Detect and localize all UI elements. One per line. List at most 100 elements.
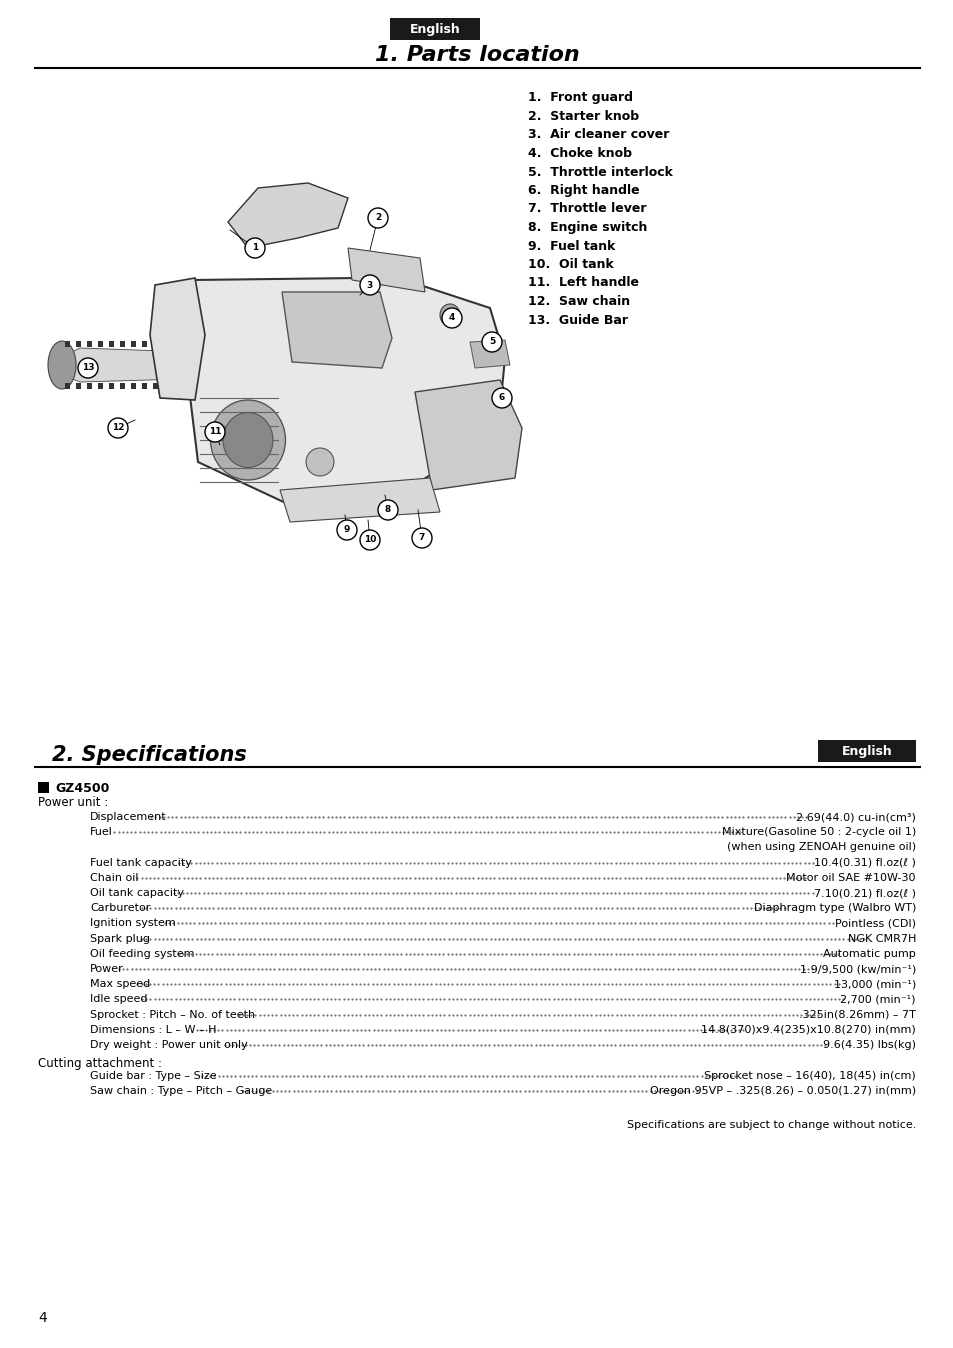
Polygon shape — [152, 383, 158, 390]
Text: 9.  Fuel tank: 9. Fuel tank — [527, 240, 615, 252]
Polygon shape — [142, 341, 147, 346]
Circle shape — [481, 332, 501, 352]
Polygon shape — [307, 341, 312, 346]
Text: 2.  Starter knob: 2. Starter knob — [527, 111, 639, 123]
Text: 10.4(0.31) fl.oz(ℓ ): 10.4(0.31) fl.oz(ℓ ) — [813, 857, 915, 868]
Polygon shape — [98, 383, 103, 390]
Polygon shape — [329, 341, 334, 346]
Circle shape — [377, 500, 397, 520]
FancyBboxPatch shape — [390, 18, 479, 40]
Text: 3: 3 — [367, 280, 373, 290]
Text: Spark plug: Spark plug — [90, 934, 150, 944]
Text: 12: 12 — [112, 423, 124, 433]
Text: Dry weight : Power unit only: Dry weight : Power unit only — [90, 1041, 248, 1050]
Polygon shape — [65, 341, 70, 346]
Circle shape — [205, 422, 225, 442]
Text: 13: 13 — [82, 364, 94, 372]
Text: 4: 4 — [38, 1312, 47, 1325]
Text: 9.6(4.35) lbs(kg): 9.6(4.35) lbs(kg) — [822, 1041, 915, 1050]
Polygon shape — [228, 183, 348, 248]
Polygon shape — [241, 383, 246, 390]
Text: Guide bar : Type – Size: Guide bar : Type – Size — [90, 1072, 216, 1081]
Text: Oil tank capacity: Oil tank capacity — [90, 888, 184, 898]
Circle shape — [336, 520, 356, 541]
Text: 10: 10 — [363, 535, 375, 545]
Text: Dimensions : L – W – H: Dimensions : L – W – H — [90, 1024, 216, 1035]
Polygon shape — [87, 341, 91, 346]
Polygon shape — [120, 341, 125, 346]
Text: NGK CMR7H: NGK CMR7H — [846, 934, 915, 944]
Text: Idle speed: Idle speed — [90, 995, 148, 1004]
Polygon shape — [280, 479, 439, 522]
Text: 8.  Engine switch: 8. Engine switch — [527, 221, 647, 235]
Ellipse shape — [439, 305, 459, 326]
Text: 6.  Right handle: 6. Right handle — [527, 183, 639, 197]
Circle shape — [441, 307, 461, 328]
Text: GZ4500: GZ4500 — [55, 782, 110, 794]
Circle shape — [245, 239, 265, 257]
Text: 11: 11 — [209, 427, 221, 437]
Text: 13,000 (min⁻¹): 13,000 (min⁻¹) — [833, 979, 915, 989]
Polygon shape — [317, 383, 323, 390]
Text: 2: 2 — [375, 213, 381, 222]
Text: 1.  Front guard: 1. Front guard — [527, 92, 633, 105]
Polygon shape — [348, 248, 424, 293]
Circle shape — [412, 528, 432, 549]
Text: 4: 4 — [448, 314, 455, 322]
Text: 10.  Oil tank: 10. Oil tank — [527, 257, 613, 271]
Polygon shape — [230, 383, 234, 390]
Polygon shape — [285, 341, 290, 346]
Text: Chain oil: Chain oil — [90, 872, 138, 883]
Polygon shape — [230, 341, 234, 346]
Text: Cutting attachment :: Cutting attachment : — [38, 1057, 162, 1070]
Text: Sprocket nose – 16(40), 18(45) in(cm): Sprocket nose – 16(40), 18(45) in(cm) — [703, 1072, 915, 1081]
Circle shape — [492, 388, 512, 408]
Polygon shape — [351, 383, 355, 390]
Text: 2. Specifications: 2. Specifications — [52, 745, 247, 766]
Text: 5: 5 — [488, 337, 495, 346]
Text: Power unit :: Power unit : — [38, 797, 108, 810]
Polygon shape — [131, 341, 136, 346]
Ellipse shape — [223, 412, 273, 468]
Polygon shape — [208, 383, 213, 390]
Polygon shape — [295, 341, 301, 346]
Circle shape — [108, 418, 128, 438]
Text: English: English — [841, 744, 891, 758]
Polygon shape — [274, 383, 278, 390]
Polygon shape — [339, 383, 345, 390]
Polygon shape — [339, 341, 345, 346]
Text: 1. Parts location: 1. Parts location — [375, 44, 578, 65]
Polygon shape — [295, 383, 301, 390]
Polygon shape — [252, 383, 256, 390]
Polygon shape — [164, 341, 169, 346]
Text: Automatic pump: Automatic pump — [822, 949, 915, 958]
Circle shape — [368, 208, 388, 228]
Text: 8: 8 — [384, 506, 391, 515]
Polygon shape — [470, 340, 510, 368]
Ellipse shape — [306, 448, 334, 476]
Text: 2,700 (min⁻¹): 2,700 (min⁻¹) — [840, 995, 915, 1004]
Circle shape — [359, 530, 379, 550]
Text: English: English — [409, 23, 460, 35]
Polygon shape — [178, 278, 504, 512]
Polygon shape — [263, 341, 268, 346]
Text: 14.8(370)x9.4(235)x10.8(270) in(mm): 14.8(370)x9.4(235)x10.8(270) in(mm) — [700, 1024, 915, 1035]
Polygon shape — [87, 383, 91, 390]
Polygon shape — [109, 341, 113, 346]
Polygon shape — [109, 383, 113, 390]
Text: Fuel: Fuel — [90, 828, 112, 837]
Text: 11.  Left handle: 11. Left handle — [527, 276, 639, 290]
Polygon shape — [317, 341, 323, 346]
Text: (when using ZENOAH genuine oil): (when using ZENOAH genuine oil) — [726, 842, 915, 852]
Text: 6: 6 — [498, 394, 504, 403]
Text: .325in(8.26mm) – 7T: .325in(8.26mm) – 7T — [799, 1010, 915, 1019]
Polygon shape — [164, 383, 169, 390]
Text: Pointless (CDI): Pointless (CDI) — [834, 918, 915, 929]
Ellipse shape — [48, 341, 76, 390]
Ellipse shape — [211, 400, 285, 480]
Polygon shape — [76, 341, 81, 346]
Polygon shape — [307, 383, 312, 390]
Text: 7: 7 — [418, 534, 425, 542]
Text: 4.  Choke knob: 4. Choke knob — [527, 147, 631, 160]
Circle shape — [359, 275, 379, 295]
